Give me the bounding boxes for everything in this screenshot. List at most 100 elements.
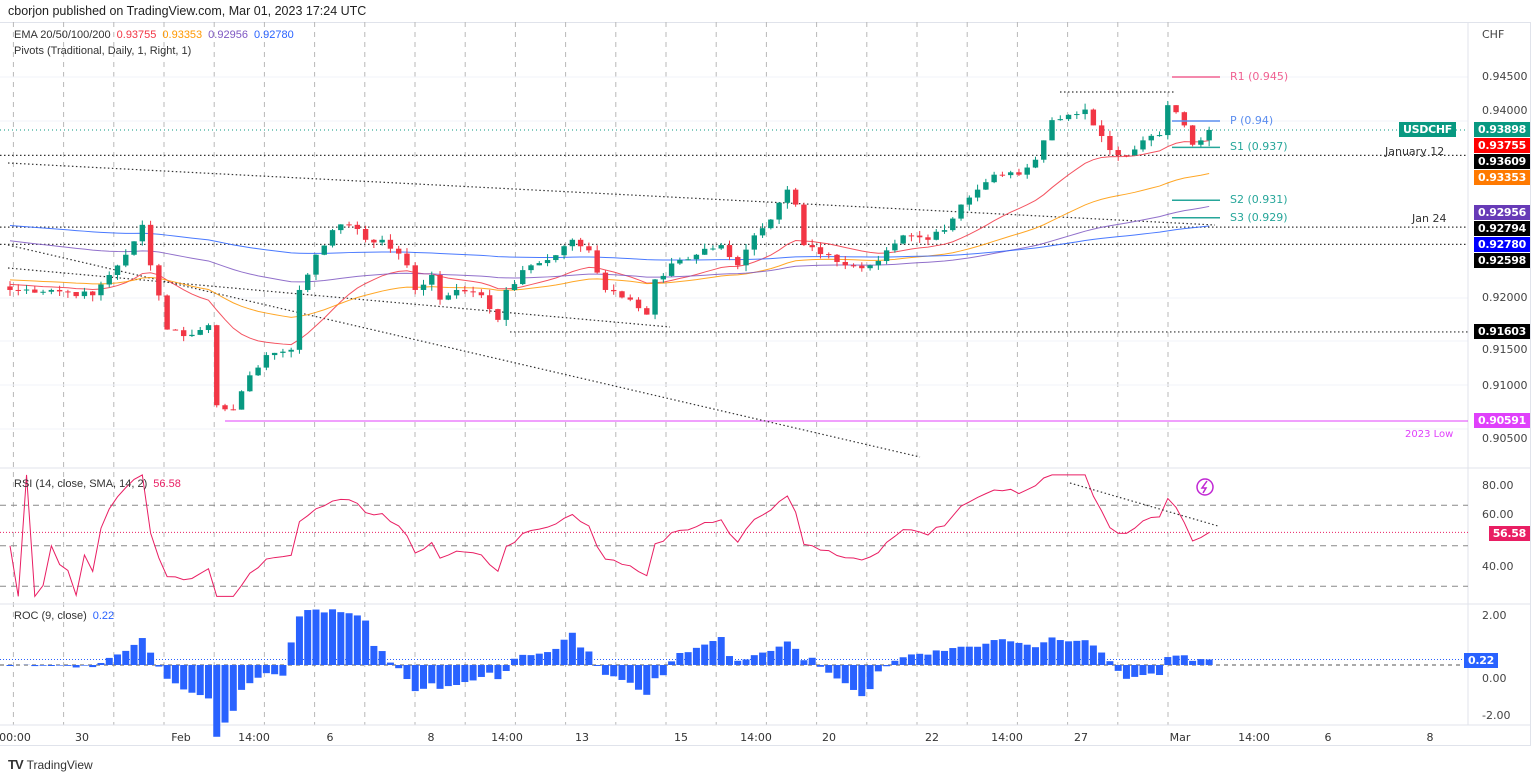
rsi-line [9, 474, 1210, 598]
candle-down [395, 248, 402, 254]
candle-down [577, 239, 584, 247]
roc-bar [949, 648, 957, 665]
pivot-label: S1 (0.937) [1230, 140, 1288, 154]
roc-bar [659, 665, 667, 676]
symbol-tag: USDCHF [1399, 122, 1456, 137]
roc-bar [734, 660, 742, 665]
candle-down [1016, 172, 1022, 175]
candle-up [561, 246, 567, 256]
candle-down [404, 253, 410, 266]
roc-bar [742, 659, 750, 665]
time-tick: 15 [674, 731, 688, 744]
candle-up [453, 289, 460, 296]
candle-down [1090, 109, 1097, 126]
roc-bar [64, 665, 72, 666]
candle-up [652, 279, 658, 315]
candle-down [850, 265, 857, 267]
roc-bar [643, 665, 651, 695]
price-tag-ema50: 0.93353 [1473, 169, 1530, 185]
candle-up [883, 250, 890, 262]
candle-up [321, 245, 327, 255]
candle-up [1165, 105, 1171, 136]
roc-tick: 2.00 [1482, 609, 1507, 622]
price-tick: 0.91000 [1482, 379, 1528, 392]
roc-bar [287, 642, 295, 665]
candle-up [139, 224, 146, 242]
roc-bar [329, 609, 337, 665]
time-tick: 14:00 [991, 731, 1023, 744]
annotation-2023-low: 2023 Low [1405, 429, 1454, 440]
price-tag-ema200: 0.92780 [1473, 236, 1530, 252]
price-tick: 0.92000 [1482, 291, 1528, 304]
pivot-label: P (0.94) [1230, 114, 1274, 127]
roc-bar [974, 646, 982, 665]
roc-bar [147, 652, 155, 665]
candle-up [288, 349, 294, 352]
candle-up [900, 235, 906, 244]
chart-frame [0, 22, 1531, 746]
candle-down [917, 235, 923, 238]
trendline [7, 267, 671, 328]
candle-down [1123, 155, 1130, 157]
pivot-label: S2 (0.931) [1230, 193, 1288, 207]
roc-bar [1040, 642, 1048, 665]
candle-down [470, 291, 476, 293]
roc-bar [337, 612, 345, 665]
roc-bar [990, 640, 998, 665]
roc-bar [941, 650, 949, 665]
time-tick: 00:00 [0, 731, 31, 744]
roc-bar [601, 665, 609, 675]
candle-down [627, 297, 633, 300]
candle-down [817, 247, 824, 255]
candle-up [677, 260, 683, 264]
candle-down [73, 292, 79, 297]
roc-bar [783, 641, 791, 665]
roc-bar [1031, 647, 1039, 665]
time-tick: 30 [75, 731, 89, 744]
annotation-january-12: January 12 [1385, 145, 1445, 158]
roc-bar [130, 644, 138, 665]
roc-bar [436, 665, 444, 689]
candle-up [974, 189, 981, 198]
candle-up [338, 224, 344, 231]
rsi-value: 56.58 [153, 478, 181, 490]
candle-down [809, 245, 815, 248]
candle-up [536, 263, 542, 266]
roc-bar [957, 646, 965, 665]
roc-bar [725, 656, 733, 665]
rsi-value-tag: 56.58 [1488, 526, 1530, 541]
roc-bar [295, 616, 303, 665]
candle-down [1189, 125, 1196, 145]
candle-down [90, 291, 96, 296]
roc-bar [874, 665, 882, 672]
roc-bar [320, 612, 328, 665]
roc-bar [1023, 644, 1031, 665]
candle-up [123, 254, 129, 266]
roc-bar [1106, 661, 1114, 665]
tradingview-logo[interactable]: TV TradingView [8, 757, 93, 772]
ema200-value: 0.92780 [253, 29, 294, 41]
ema100-value: 0.92956 [208, 29, 248, 41]
roc-bar [1081, 640, 1089, 665]
roc-bar [618, 665, 626, 680]
roc-bar [238, 665, 246, 690]
candle-up [1198, 140, 1204, 145]
roc-bar [577, 647, 585, 665]
roc-bar [717, 637, 725, 665]
roc-bar [353, 615, 361, 665]
time-tick: 14:00 [238, 731, 270, 744]
candle-up [710, 248, 716, 250]
candle-down [826, 254, 832, 256]
price-tag-level: 0.91603 [1473, 323, 1530, 339]
ema20-value: 0.93755 [116, 29, 157, 41]
roc-bar [1073, 640, 1081, 665]
candle-up [867, 265, 873, 269]
candle-down [925, 237, 931, 240]
rsi-tick: 60.00 [1482, 508, 1514, 521]
roc-bar [453, 665, 461, 685]
roc-bar [568, 632, 576, 665]
candle-up [1065, 114, 1072, 120]
rsi-label: RSI (14, close, SMA, 14, 2) [14, 478, 148, 490]
candle-up [569, 239, 576, 247]
